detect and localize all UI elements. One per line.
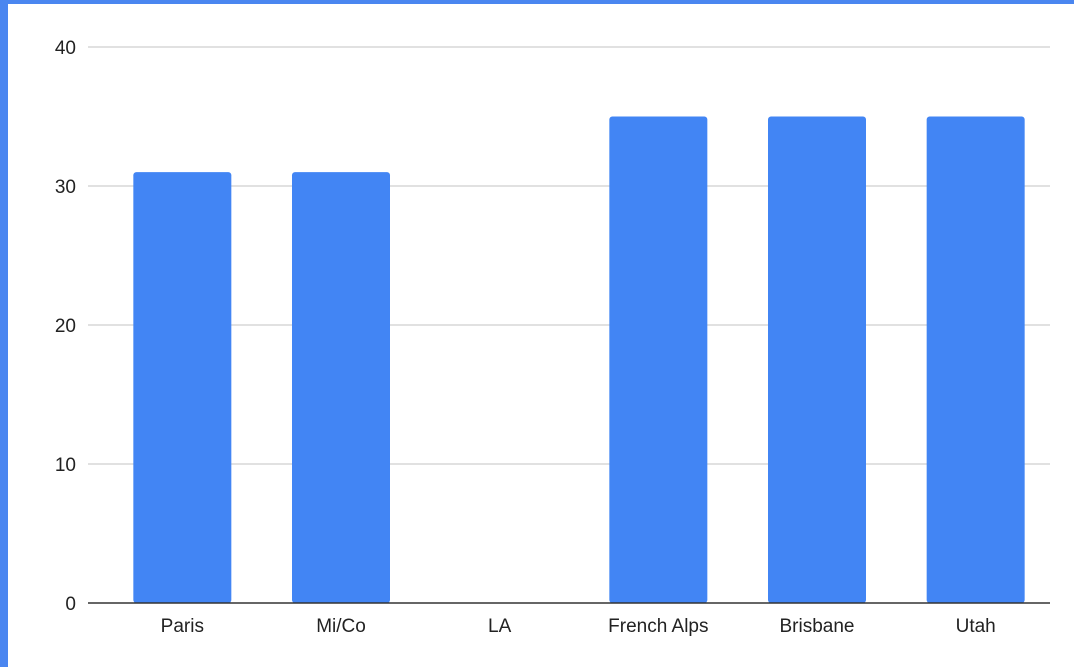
- bar-utah[interactable]: [926, 116, 1025, 604]
- y-tick-label: 10: [55, 455, 76, 476]
- bars: [133, 116, 1025, 604]
- y-axis-ticks: 0 10 20 30 40: [55, 38, 76, 615]
- bar-brisbane[interactable]: [768, 116, 866, 604]
- x-tick-label: Utah: [956, 616, 996, 637]
- x-axis-labels: Paris Mi/Co LA French Alps Brisbane Utah: [161, 616, 996, 637]
- y-tick-label: 0: [65, 594, 76, 615]
- x-tick-label: French Alps: [608, 616, 708, 637]
- y-tick-label: 40: [55, 38, 76, 59]
- x-tick-label: LA: [488, 616, 512, 637]
- bar-mi-co[interactable]: [292, 172, 390, 603]
- x-tick-label: Mi/Co: [316, 616, 366, 637]
- x-tick-label: Paris: [161, 616, 204, 637]
- bar-paris[interactable]: [133, 172, 232, 603]
- bar-french-alps[interactable]: [609, 116, 708, 604]
- x-tick-label: Brisbane: [780, 616, 855, 637]
- y-tick-label: 30: [55, 177, 76, 198]
- y-tick-label: 20: [55, 316, 76, 337]
- gridlines: [88, 46, 1050, 465]
